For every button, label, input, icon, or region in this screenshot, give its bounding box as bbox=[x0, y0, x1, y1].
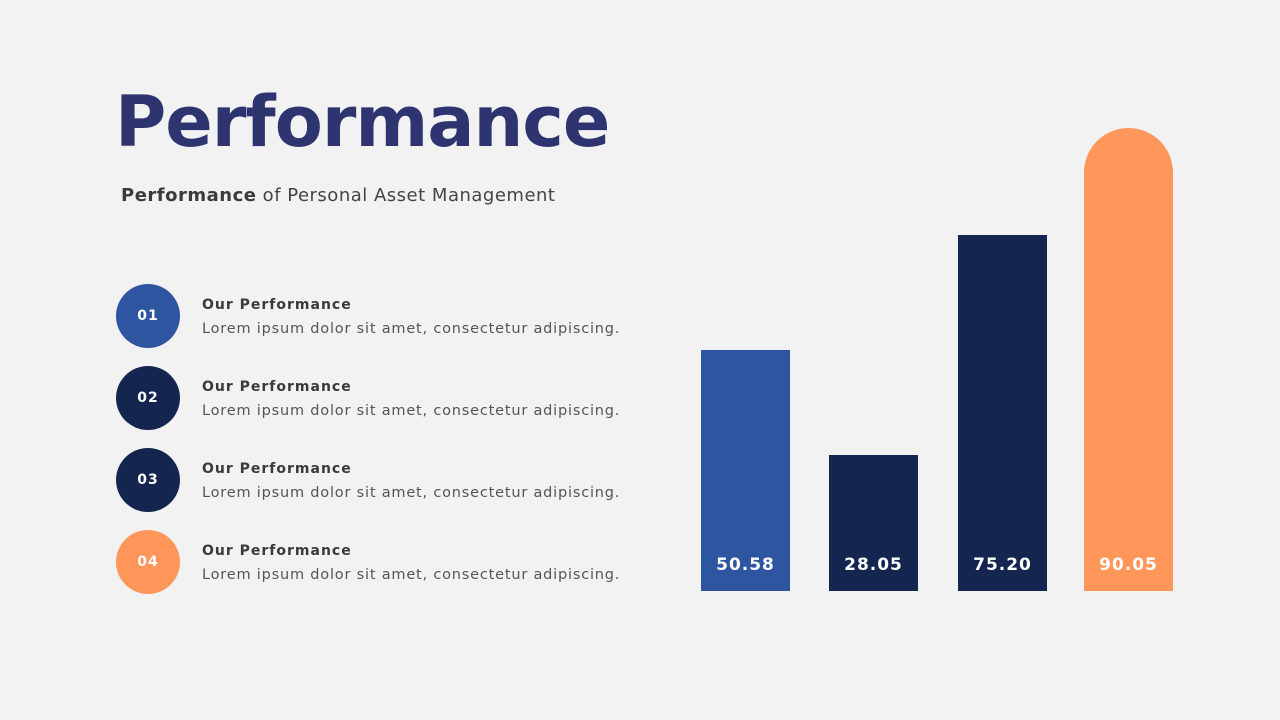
number-badge: 04 bbox=[116, 530, 180, 594]
number-badge: 01 bbox=[116, 284, 180, 348]
list-item: 01 Our Performance Lorem ipsum dolor sit… bbox=[116, 284, 676, 348]
number-badge: 03 bbox=[116, 448, 180, 512]
item-title: Our Performance bbox=[202, 543, 352, 559]
subtitle-rest: of Personal Asset Management bbox=[256, 185, 556, 206]
chart-bar-4: 90.05 bbox=[1084, 128, 1173, 591]
bar-value-label: 50.58 bbox=[716, 555, 775, 575]
chart-bar-2: 28.05 bbox=[829, 455, 918, 591]
chart-bar-3: 75.20 bbox=[958, 235, 1047, 591]
chart-bar-1: 50.58 bbox=[701, 350, 790, 591]
item-description: Lorem ipsum dolor sit amet, consectetur … bbox=[202, 567, 621, 583]
item-title: Our Performance bbox=[202, 379, 352, 395]
item-title: Our Performance bbox=[202, 297, 352, 313]
list-item: 04 Our Performance Lorem ipsum dolor sit… bbox=[116, 530, 676, 594]
item-description: Lorem ipsum dolor sit amet, consectetur … bbox=[202, 485, 621, 501]
list-item: 03 Our Performance Lorem ipsum dolor sit… bbox=[116, 448, 676, 512]
bar-value-label: 90.05 bbox=[1099, 555, 1158, 575]
number-badge: 02 bbox=[116, 366, 180, 430]
item-description: Lorem ipsum dolor sit amet, consectetur … bbox=[202, 321, 621, 337]
subtitle-bold: Performance bbox=[121, 185, 257, 206]
list-item: 02 Our Performance Lorem ipsum dolor sit… bbox=[116, 366, 676, 430]
item-description: Lorem ipsum dolor sit amet, consectetur … bbox=[202, 403, 621, 419]
page-subtitle: Performance of Personal Asset Management bbox=[121, 185, 555, 206]
item-title: Our Performance bbox=[202, 461, 352, 477]
bar-value-label: 28.05 bbox=[844, 555, 903, 575]
page-title: Performance bbox=[115, 81, 610, 163]
bar-value-label: 75.20 bbox=[973, 555, 1032, 575]
